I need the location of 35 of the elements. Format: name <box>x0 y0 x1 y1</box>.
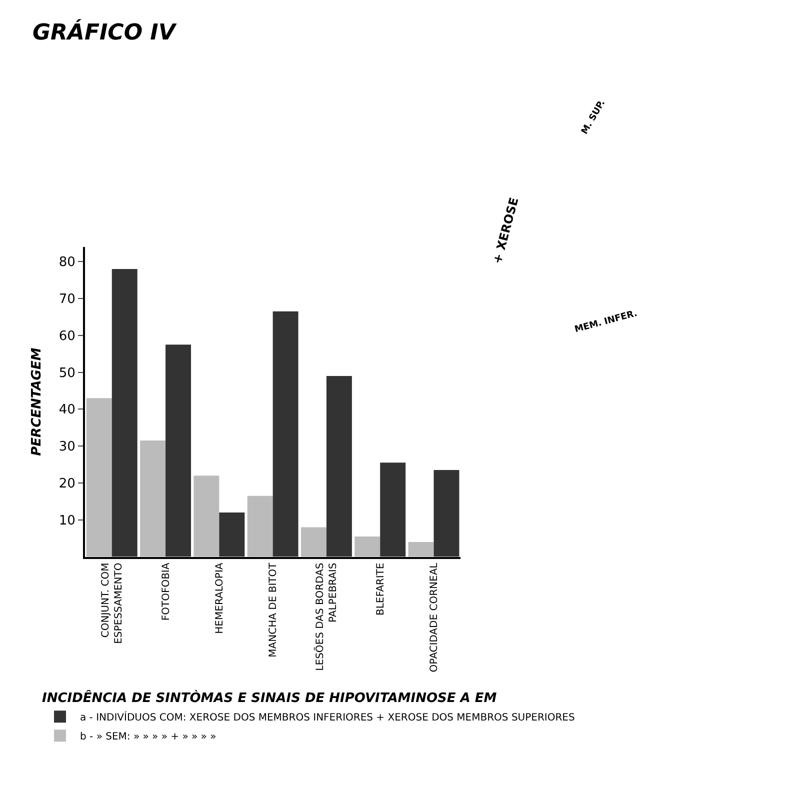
bar <box>86 398 112 557</box>
bar <box>300 527 326 557</box>
bar <box>326 376 352 557</box>
chart-title: GRÁFICO IV <box>32 18 178 46</box>
x-tick-label: FOTOFOBIA <box>160 562 172 621</box>
y-tick-label: 70 <box>58 292 76 308</box>
bar <box>112 268 138 557</box>
legend-title: INCIDÊNCIA DE SINTÒMAS E SINAIS DE HIPOVITAMINOSE A EM <box>42 689 497 706</box>
x-tick-label: CONJUNT. COM ESPESSAMENTO <box>100 562 125 644</box>
legend-label: a - INDIVÍDUOS COM: XEROSE DOS MEMBROS INFERIORES + XEROSE DOS MEMBROS SUPERIORES <box>80 710 575 724</box>
y-tick-label: 60 <box>58 328 76 344</box>
y-tick-label: 50 <box>58 366 76 381</box>
text: MEM. INFER. <box>574 308 638 336</box>
x-tick-label: OPACIDADE CORNEAL <box>428 562 440 672</box>
y-axis-title: PERCENTAGEM <box>29 348 44 456</box>
bar <box>434 470 460 557</box>
y-tick-label: 30 <box>58 440 76 455</box>
y-tick-label: 20 <box>58 476 76 492</box>
bar <box>140 440 166 557</box>
bar <box>219 512 245 557</box>
x-tick-label: BLEFARITE <box>375 562 386 616</box>
y-tick-label: 80 <box>58 255 76 270</box>
bar <box>247 496 273 557</box>
x-tick-label: MANCHA DE BITOT <box>268 562 280 658</box>
y-tick-label: 10 <box>58 513 76 528</box>
bar <box>194 476 220 557</box>
bar <box>380 462 406 557</box>
bar <box>166 344 191 557</box>
bar <box>354 536 380 557</box>
y-tick-label: 40 <box>58 402 76 418</box>
legend-label: b - » SEM: » » » » + » » » » <box>80 732 216 743</box>
bar <box>408 542 434 557</box>
x-tick-label: HEMERALOPIA <box>214 562 226 634</box>
x-tick-label: LESÕES DAS BORDAS PALPEBRAIS <box>313 562 340 671</box>
bar <box>272 311 298 557</box>
